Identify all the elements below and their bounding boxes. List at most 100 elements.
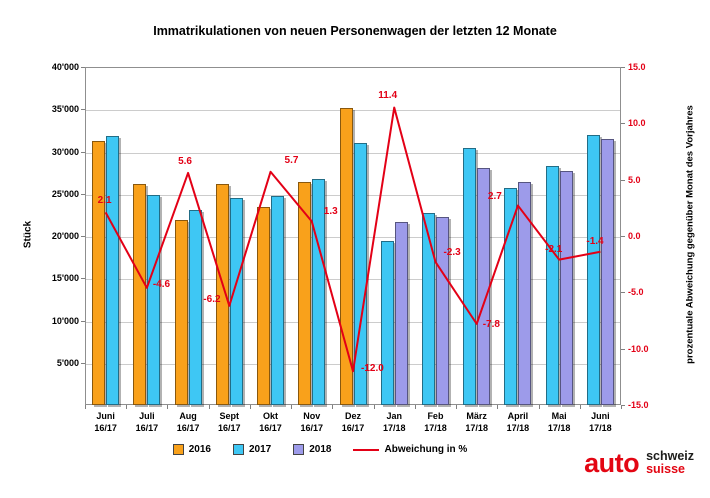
axis-tick bbox=[414, 405, 416, 409]
y-axis-tick-label-left: 40'000 bbox=[51, 62, 79, 72]
axis-tick bbox=[621, 405, 622, 409]
gridline bbox=[86, 237, 620, 238]
axis-tick bbox=[332, 405, 334, 409]
axis-tick bbox=[85, 405, 86, 409]
axis-tick bbox=[621, 405, 625, 406]
x-axis-tick-label: Juni 17/18 bbox=[578, 411, 622, 434]
axis-tick bbox=[81, 151, 85, 153]
legend-item-2017: 2017 bbox=[232, 444, 271, 455]
bar-2017 bbox=[189, 210, 202, 405]
chart-title: Immatrikulationen von neuen Personenwage… bbox=[153, 24, 557, 38]
legend-swatch-2017 bbox=[232, 444, 244, 455]
bar-2017 bbox=[463, 148, 476, 405]
legend-label: Abweichung in % bbox=[384, 444, 468, 455]
x-label-month: Sept bbox=[219, 411, 240, 421]
x-label-month: Juni bbox=[96, 411, 115, 421]
axis-tick bbox=[497, 405, 499, 409]
deviation-data-label: -1.4 bbox=[586, 235, 604, 247]
axis-tick bbox=[621, 348, 625, 350]
bar-2017 bbox=[147, 195, 160, 405]
x-label-period: 16/17 bbox=[176, 422, 200, 433]
axis-tick bbox=[126, 405, 128, 409]
axis-tick bbox=[621, 292, 625, 294]
x-label-month: Aug bbox=[179, 411, 197, 421]
axis-tick bbox=[81, 193, 85, 195]
deviation-data-label: -2.1 bbox=[545, 243, 563, 255]
deviation-data-label: -2.3 bbox=[443, 246, 461, 258]
legend-swatch-2016 bbox=[172, 444, 184, 455]
x-label-period: 17/18 bbox=[382, 422, 406, 433]
bar-2018 bbox=[436, 217, 449, 405]
bar-2017 bbox=[546, 166, 559, 405]
deviation-data-label: 5.6 bbox=[178, 155, 192, 167]
bar-2017 bbox=[381, 241, 394, 405]
axis-tick bbox=[579, 405, 581, 409]
x-label-period: 16/17 bbox=[259, 422, 282, 433]
legend-item-2018: 2018 bbox=[293, 444, 331, 455]
axis-tick bbox=[621, 236, 625, 237]
x-label-period: 17/18 bbox=[424, 422, 447, 433]
gridline bbox=[86, 194, 620, 196]
axis-tick bbox=[621, 179, 625, 181]
axis-tick bbox=[81, 362, 85, 364]
y-axis-title-right: prozentuale Abweichung gegenüber Monat d… bbox=[684, 105, 696, 364]
x-label-period: 16/17 bbox=[94, 422, 117, 433]
bar-2016 bbox=[92, 141, 105, 405]
bar-2016 bbox=[340, 108, 353, 405]
bar-2018 bbox=[518, 182, 531, 405]
x-label-period: 17/18 bbox=[506, 422, 530, 433]
y-axis-tick-label-left: 10'000 bbox=[51, 315, 79, 326]
x-axis-tick-label: Aug 16/17 bbox=[166, 411, 210, 434]
plot-area bbox=[85, 67, 621, 405]
deviation-data-label: 2.1 bbox=[97, 195, 112, 207]
x-label-month: Nov bbox=[303, 411, 321, 421]
x-label-month: Feb bbox=[427, 411, 444, 421]
x-axis-tick-label: Mai 17/18 bbox=[537, 411, 581, 434]
y-axis-tick-label-left: 20'000 bbox=[51, 231, 79, 241]
y-axis-tick-label-left: 15'000 bbox=[51, 273, 79, 284]
x-label-month: Juni bbox=[591, 411, 610, 421]
bar-2017 bbox=[271, 196, 284, 405]
legend-line-sample bbox=[353, 448, 380, 451]
axis-tick bbox=[81, 236, 85, 237]
x-label-period: 16/17 bbox=[218, 422, 241, 433]
legend-item-abweichung: Abweichung in % bbox=[353, 444, 467, 455]
axis-tick bbox=[167, 405, 169, 409]
gridline bbox=[86, 152, 620, 154]
axis-tick bbox=[538, 405, 540, 409]
deviation-data-label: 1.3 bbox=[323, 206, 338, 218]
gridline bbox=[86, 110, 620, 112]
y-axis-tick-label-right: 10.0 bbox=[628, 118, 646, 129]
legend-item-2016: 2016 bbox=[172, 444, 211, 455]
gridline bbox=[86, 321, 620, 323]
x-label-month: Mai bbox=[551, 411, 567, 421]
y-axis-tick-label-left: 25'000 bbox=[51, 188, 79, 199]
deviation-data-label: -12.0 bbox=[361, 363, 384, 375]
bar-2016 bbox=[133, 184, 146, 405]
x-label-period: 17/18 bbox=[465, 422, 488, 433]
logo-suisse-text: suisse bbox=[646, 461, 685, 476]
x-label-period: 16/17 bbox=[341, 422, 365, 433]
x-label-period: 16/17 bbox=[135, 422, 159, 433]
y-axis-tick-label-left: 5'000 bbox=[56, 357, 79, 368]
bar-2016 bbox=[257, 207, 270, 405]
x-axis-tick-label: Sept 16/17 bbox=[207, 411, 251, 434]
axis-tick bbox=[373, 405, 375, 409]
x-axis-tick-label: Dez 16/17 bbox=[331, 411, 375, 434]
bar-2017 bbox=[106, 136, 119, 405]
deviation-data-label: -4.6 bbox=[152, 278, 171, 290]
logo-auto-wordmark: auto bbox=[584, 447, 640, 478]
axis-tick bbox=[621, 67, 625, 68]
legend-label: 2016 bbox=[188, 444, 211, 455]
bar-2016 bbox=[175, 220, 188, 405]
x-label-month: April bbox=[507, 411, 529, 421]
bar-2017 bbox=[230, 198, 243, 405]
y-axis-tick-label-right: 5.0 bbox=[628, 174, 641, 185]
x-axis-tick-label: Okt 16/17 bbox=[249, 411, 293, 434]
logo-country-stack: schweiz suisse bbox=[646, 449, 694, 476]
bar-2017 bbox=[422, 213, 435, 405]
axis-tick bbox=[81, 320, 85, 322]
x-axis-tick-label: Feb 17/18 bbox=[413, 411, 457, 434]
bar-2016 bbox=[298, 182, 311, 405]
